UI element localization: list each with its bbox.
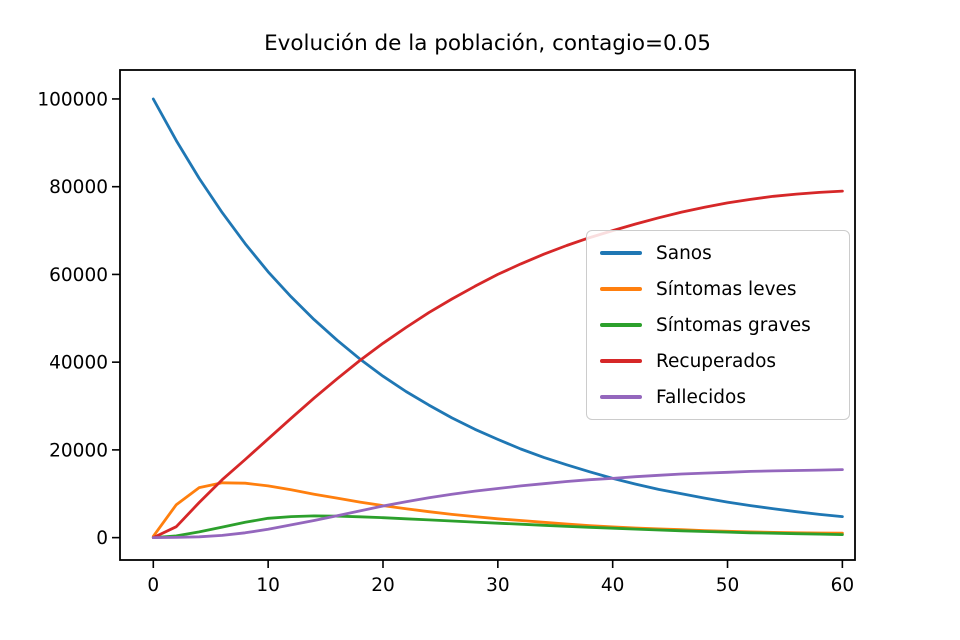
legend-label: Sanos bbox=[656, 242, 712, 264]
x-tick-label: 10 bbox=[256, 575, 280, 596]
x-tick-label: 50 bbox=[716, 575, 740, 596]
legend-line-icon-sintomas-graves bbox=[600, 323, 642, 327]
line-sintomas-graves bbox=[151, 514, 844, 539]
line-sintomas-leves bbox=[151, 481, 844, 538]
x-tick-label: 20 bbox=[371, 575, 395, 596]
line-fallecidos bbox=[151, 468, 844, 539]
x-tick-label: 0 bbox=[147, 575, 159, 596]
legend-label: Síntomas graves bbox=[656, 314, 811, 336]
legend-line-icon-sintomas-leves bbox=[600, 287, 642, 291]
legend-label: Síntomas leves bbox=[656, 278, 797, 300]
x-tick-label: 40 bbox=[601, 575, 625, 596]
legend-line-icon-recuperados bbox=[600, 359, 642, 363]
y-tick-label: 60000 bbox=[49, 265, 108, 286]
y-tick-label: 100000 bbox=[37, 89, 108, 110]
x-tick-label: 30 bbox=[486, 575, 510, 596]
legend-label: Fallecidos bbox=[656, 386, 746, 408]
legend-entry-sintomas-graves: Síntomas graves bbox=[587, 307, 849, 343]
axes-spines bbox=[119, 69, 856, 561]
line-recuperados bbox=[151, 189, 844, 539]
y-tick-label: 0 bbox=[96, 528, 108, 549]
legend-entry-sintomas-leves: Síntomas leves bbox=[587, 271, 849, 307]
legend-entry-recuperados: Recuperados bbox=[587, 343, 849, 379]
legend-label: Recuperados bbox=[656, 350, 777, 372]
legend: Sanos Síntomas leves Síntomas graves Recupe… bbox=[586, 230, 850, 420]
legend-line-icon-sanos bbox=[600, 251, 642, 255]
y-tick-label: 40000 bbox=[49, 353, 108, 374]
legend-entry-sanos: Sanos bbox=[587, 235, 849, 271]
y-tick-label: 80000 bbox=[49, 177, 108, 198]
line-sanos bbox=[151, 97, 844, 518]
x-tick-label: 60 bbox=[831, 575, 855, 596]
y-tick-label: 20000 bbox=[49, 440, 108, 461]
legend-entry-fallecidos: Fallecidos bbox=[587, 379, 849, 415]
legend-line-icon-fallecidos bbox=[600, 395, 642, 399]
chart-title: Evolución de la población, contagio=0.05 bbox=[264, 31, 711, 56]
